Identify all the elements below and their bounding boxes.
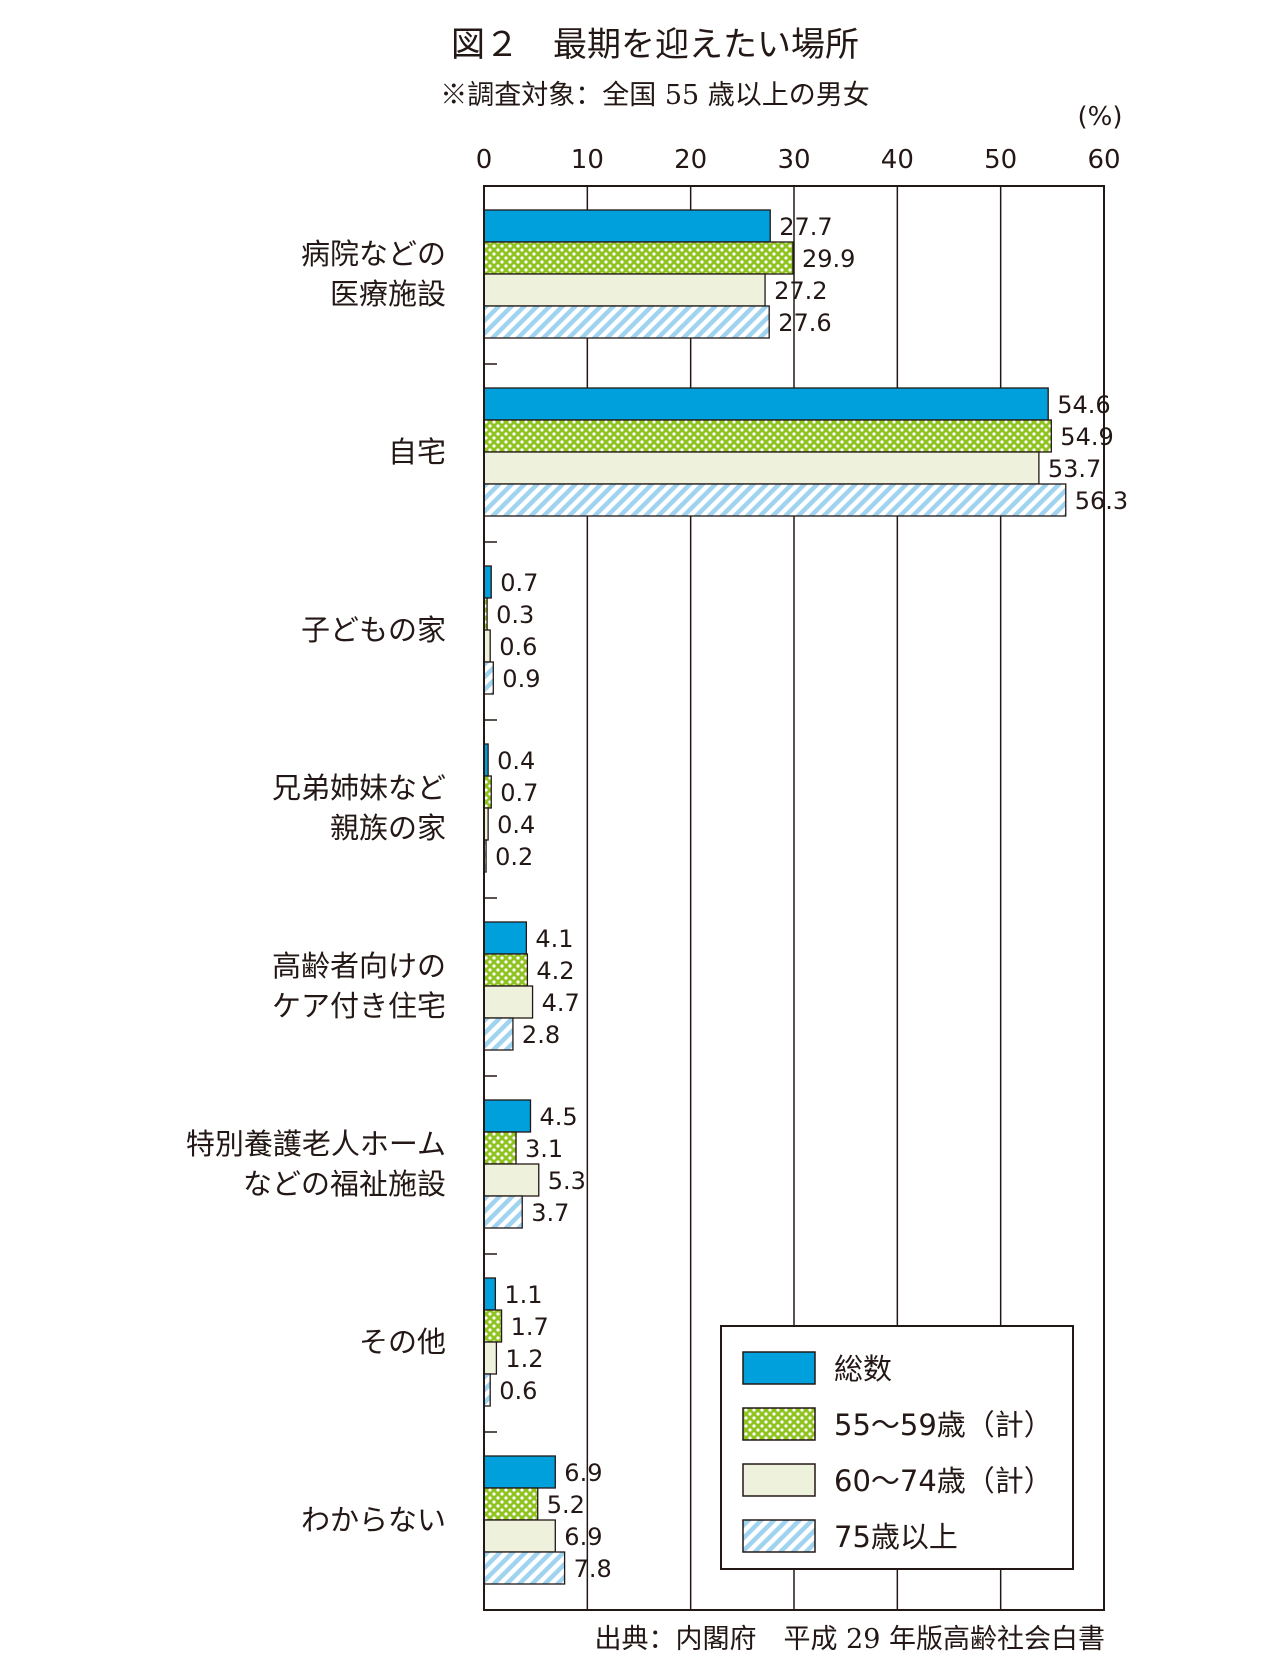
bar	[483, 953, 529, 987]
data-label: 54.6	[1057, 391, 1110, 419]
x-tick-label: 30	[777, 145, 810, 175]
category-label: その他	[359, 1325, 446, 1359]
data-label: 29.9	[802, 245, 855, 273]
category-label: わからない	[301, 1503, 446, 1537]
data-label: 53.7	[1048, 455, 1101, 483]
legend-swatch	[742, 1407, 816, 1441]
source-note: 出典：内閣府 平成 29 年版高齢社会白書	[594, 1624, 1105, 1655]
data-label: 6.9	[564, 1459, 602, 1487]
bar	[483, 661, 494, 695]
category-label: 病院などの	[301, 237, 446, 271]
legend: 総数 55〜59歳（計） 60〜74歳（計） 75歳以上	[720, 1325, 1074, 1570]
bar	[483, 1309, 503, 1343]
data-label: 0.6	[499, 1377, 537, 1405]
data-label: 4.7	[542, 989, 580, 1017]
data-label: 0.4	[497, 811, 535, 839]
data-label: 0.9	[502, 665, 540, 693]
data-label: 1.7	[511, 1313, 549, 1341]
bar	[483, 241, 794, 275]
bar	[483, 565, 492, 599]
category-label: 高齢者向けの	[272, 949, 446, 983]
x-tick-label: 40	[881, 145, 914, 175]
data-label: 4.2	[536, 957, 574, 985]
bar	[483, 483, 1067, 517]
data-label: 27.7	[779, 213, 832, 241]
data-label: 0.7	[500, 779, 538, 807]
data-label: 0.3	[496, 601, 534, 629]
category-label: 兄弟姉妹など	[272, 771, 446, 805]
bars	[483, 209, 1067, 1585]
category-label: 自宅	[388, 435, 446, 469]
data-label: 0.6	[499, 633, 537, 661]
category-label: 子どもの家	[301, 613, 446, 647]
x-tick-label: 60	[1087, 145, 1120, 175]
bar	[483, 1163, 540, 1197]
bar	[483, 419, 1052, 453]
data-label: 1.1	[504, 1281, 542, 1309]
bar	[483, 305, 770, 339]
bar	[483, 1017, 514, 1051]
legend-label: 総数	[834, 1352, 892, 1386]
unit-label: (%)	[1078, 102, 1123, 132]
bar	[483, 1519, 556, 1553]
chart-title: 図２ 最期を迎えたい場所	[451, 25, 859, 65]
data-label: 0.2	[495, 843, 533, 871]
legend-label: 55〜59歳（計）	[834, 1408, 1053, 1442]
data-label: 5.3	[548, 1167, 586, 1195]
bar	[483, 985, 534, 1019]
chart-subtitle: ※調査対象：全国 55 歳以上の男女	[440, 80, 870, 111]
category-label: 特別養護老人ホーム	[186, 1127, 446, 1161]
bar	[483, 1195, 523, 1229]
bar	[483, 209, 771, 243]
bar	[483, 1487, 539, 1521]
bar	[483, 1341, 498, 1375]
bar	[483, 921, 528, 955]
data-label: 0.4	[497, 747, 535, 775]
data-label: 3.1	[525, 1135, 563, 1163]
legend-label: 75歳以上	[834, 1520, 958, 1554]
data-label: 6.9	[564, 1523, 602, 1551]
data-label: 2.8	[522, 1021, 560, 1049]
bar	[483, 1131, 517, 1165]
category-label: 医療施設	[330, 277, 446, 311]
bar	[483, 273, 766, 307]
bar	[483, 387, 1049, 421]
bar	[483, 1455, 556, 1489]
legend-swatch	[742, 1519, 816, 1553]
data-label: 0.7	[500, 569, 538, 597]
bar	[483, 775, 492, 809]
category-label: ケア付き住宅	[272, 989, 446, 1023]
category-label: 親族の家	[330, 811, 446, 845]
data-label: 5.2	[547, 1491, 585, 1519]
data-label: 4.5	[540, 1103, 578, 1131]
x-tick-label: 10	[571, 145, 604, 175]
plot-frame	[483, 185, 1105, 1611]
bar	[483, 451, 1040, 485]
x-tick-label: 20	[674, 145, 707, 175]
bar	[483, 1277, 497, 1311]
x-tick-label: 0	[476, 145, 493, 175]
legend-label: 60〜74歳（計）	[834, 1464, 1053, 1498]
data-label: 54.9	[1060, 423, 1113, 451]
category-label: などの福祉施設	[243, 1167, 446, 1201]
data-label: 3.7	[531, 1199, 569, 1227]
data-label: 4.1	[535, 925, 573, 953]
data-label: 27.6	[778, 309, 831, 337]
bar	[483, 1551, 566, 1585]
legend-swatch	[742, 1351, 816, 1385]
data-label: 56.3	[1075, 487, 1128, 515]
data-label: 1.2	[505, 1345, 543, 1373]
legend-swatch	[742, 1463, 816, 1497]
bar	[483, 1099, 532, 1133]
data-label: 27.2	[774, 277, 827, 305]
data-label: 7.8	[574, 1555, 612, 1583]
x-tick-label: 50	[984, 145, 1017, 175]
